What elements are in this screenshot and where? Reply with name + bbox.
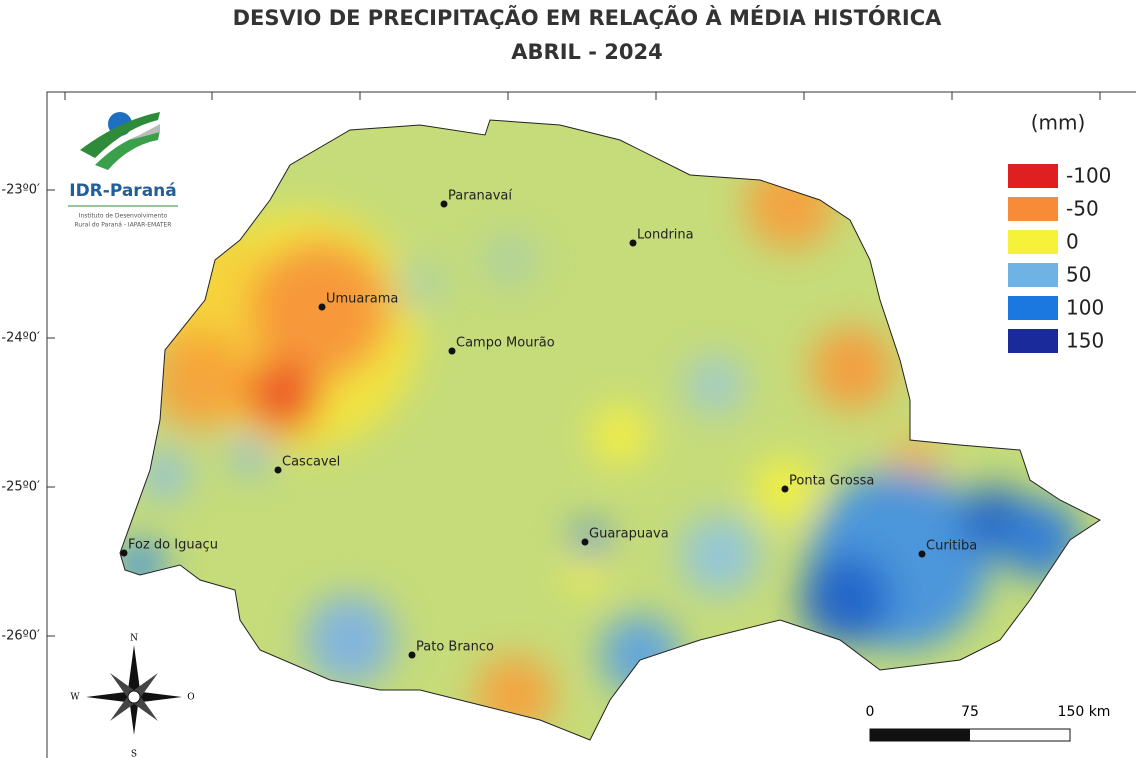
state-border — [119, 119, 1101, 741]
city-marker — [318, 303, 326, 311]
legend-label: 150 — [1066, 329, 1104, 353]
latitude-label: -23º0′ — [1, 183, 40, 198]
city-marker — [581, 538, 589, 546]
city-marker — [448, 347, 456, 355]
frame-ticks — [47, 92, 1101, 637]
logo-subtitle: Rural do Paraná - IAPAR-EMATER — [75, 222, 172, 229]
scale-bar: 0 75 150 km — [866, 704, 1111, 742]
legend-label: -50 — [1066, 197, 1099, 221]
legend-swatch — [1008, 296, 1058, 320]
city-marker — [440, 200, 448, 208]
legend-swatch — [1008, 230, 1058, 254]
city-label: Cascavel — [282, 455, 340, 470]
city-marker — [120, 549, 128, 557]
legend-label: 100 — [1066, 296, 1104, 320]
city-label: Pato Branco — [416, 640, 494, 655]
compass-label: W — [70, 693, 80, 703]
latitude-label: -24º0′ — [1, 331, 40, 346]
logo-subtitle: Instituto de Desenvolvimento — [79, 213, 168, 220]
scale-label: 75 — [961, 704, 979, 720]
legend-title: (mm) — [1031, 111, 1086, 135]
scale-label: 0 — [866, 704, 875, 720]
legend-label: -100 — [1066, 164, 1111, 188]
legend-swatch — [1008, 329, 1058, 353]
city-label: Foz do Iguaçu — [128, 538, 218, 553]
scale-label: 150 km — [1058, 704, 1111, 720]
latitude-label: -25º0′ — [1, 480, 40, 495]
city-marker — [629, 239, 637, 247]
city-label: Londrina — [637, 228, 694, 243]
title: DESVIO DE PRECIPITAÇÃO EM RELAÇÃO À MÉDI… — [233, 5, 943, 30]
legend-swatch — [1008, 164, 1058, 188]
legend-label: 0 — [1066, 230, 1079, 254]
compass-rose: N S W O — [70, 634, 194, 758]
compass-label: N — [130, 634, 138, 644]
city-label: Guarapuava — [589, 527, 669, 542]
logo-name: IDR-Paraná — [69, 181, 177, 201]
city-label: Campo Mourão — [456, 336, 555, 351]
compass-label: O — [187, 693, 194, 703]
city-marker — [408, 651, 416, 659]
logo: IDR-Paraná Instituto de Desenvolvimento … — [68, 112, 178, 229]
legend-swatch — [1008, 263, 1058, 287]
city-marker — [274, 466, 282, 474]
compass-label: S — [131, 750, 137, 758]
city-label: Curitiba — [926, 539, 977, 554]
latitude-label: -26º0′ — [1, 629, 40, 644]
subtitle: ABRIL - 2024 — [511, 40, 662, 64]
city-label: Ponta Grossa — [789, 474, 874, 489]
legend-label: 50 — [1066, 263, 1091, 287]
city-label: Umuarama — [326, 292, 398, 307]
city-marker — [781, 485, 789, 493]
city-marker — [918, 550, 926, 558]
city-label: Paranavaí — [448, 189, 512, 204]
legend-swatch — [1008, 197, 1058, 221]
